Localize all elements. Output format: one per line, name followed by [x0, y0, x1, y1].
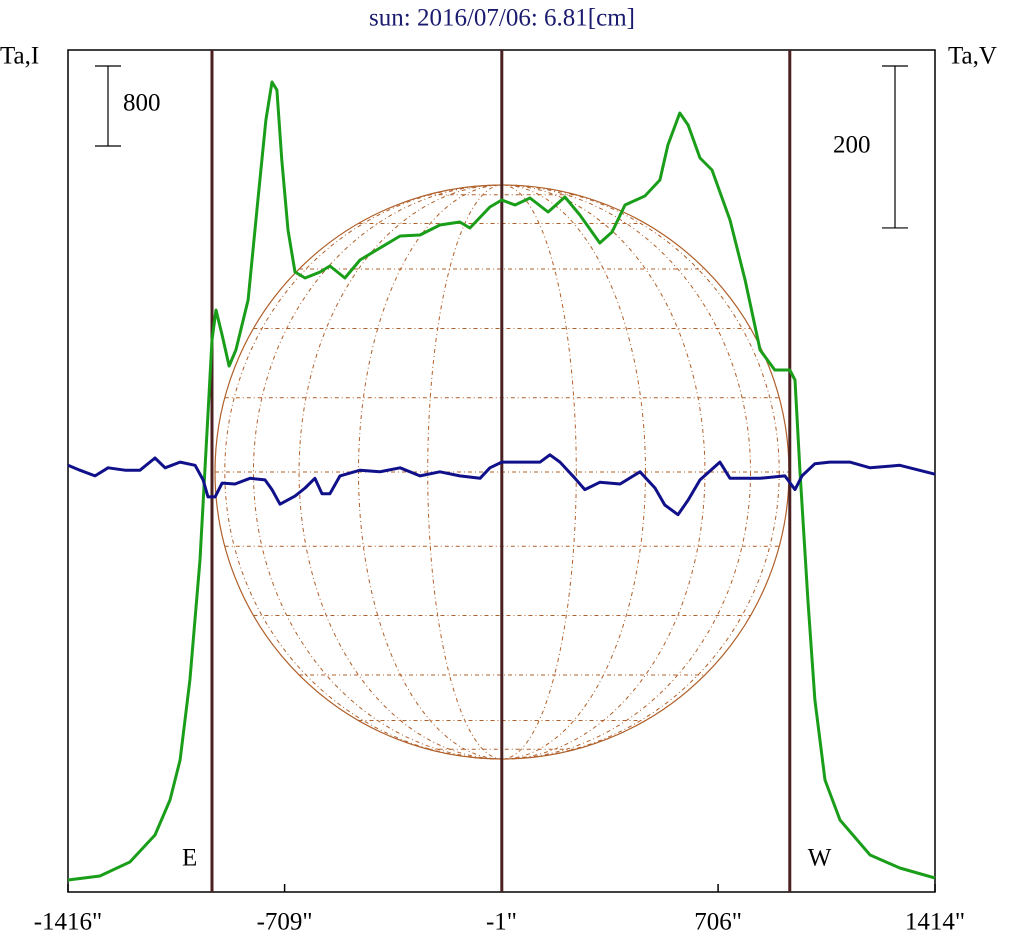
- series-line: [67, 80, 936, 882]
- x-tick-label: 1414": [905, 909, 965, 936]
- limb-label: W: [808, 845, 832, 872]
- limb-label: E: [182, 845, 197, 872]
- y2-axis-label: Ta,V: [948, 43, 997, 70]
- x-tick-label: 706": [694, 909, 742, 936]
- scale-bar-label: 200: [833, 132, 871, 159]
- y-axis-label: Ta,I: [0, 43, 39, 70]
- scale-bar-label: 800: [123, 90, 161, 117]
- chart-title: sun: 2016/07/06: 6.81[cm]: [369, 5, 635, 32]
- series-line: [67, 453, 936, 517]
- x-tick-label: -1": [486, 909, 517, 936]
- x-tick-label: -709": [257, 909, 313, 936]
- x-tick-label: -1416": [34, 909, 103, 936]
